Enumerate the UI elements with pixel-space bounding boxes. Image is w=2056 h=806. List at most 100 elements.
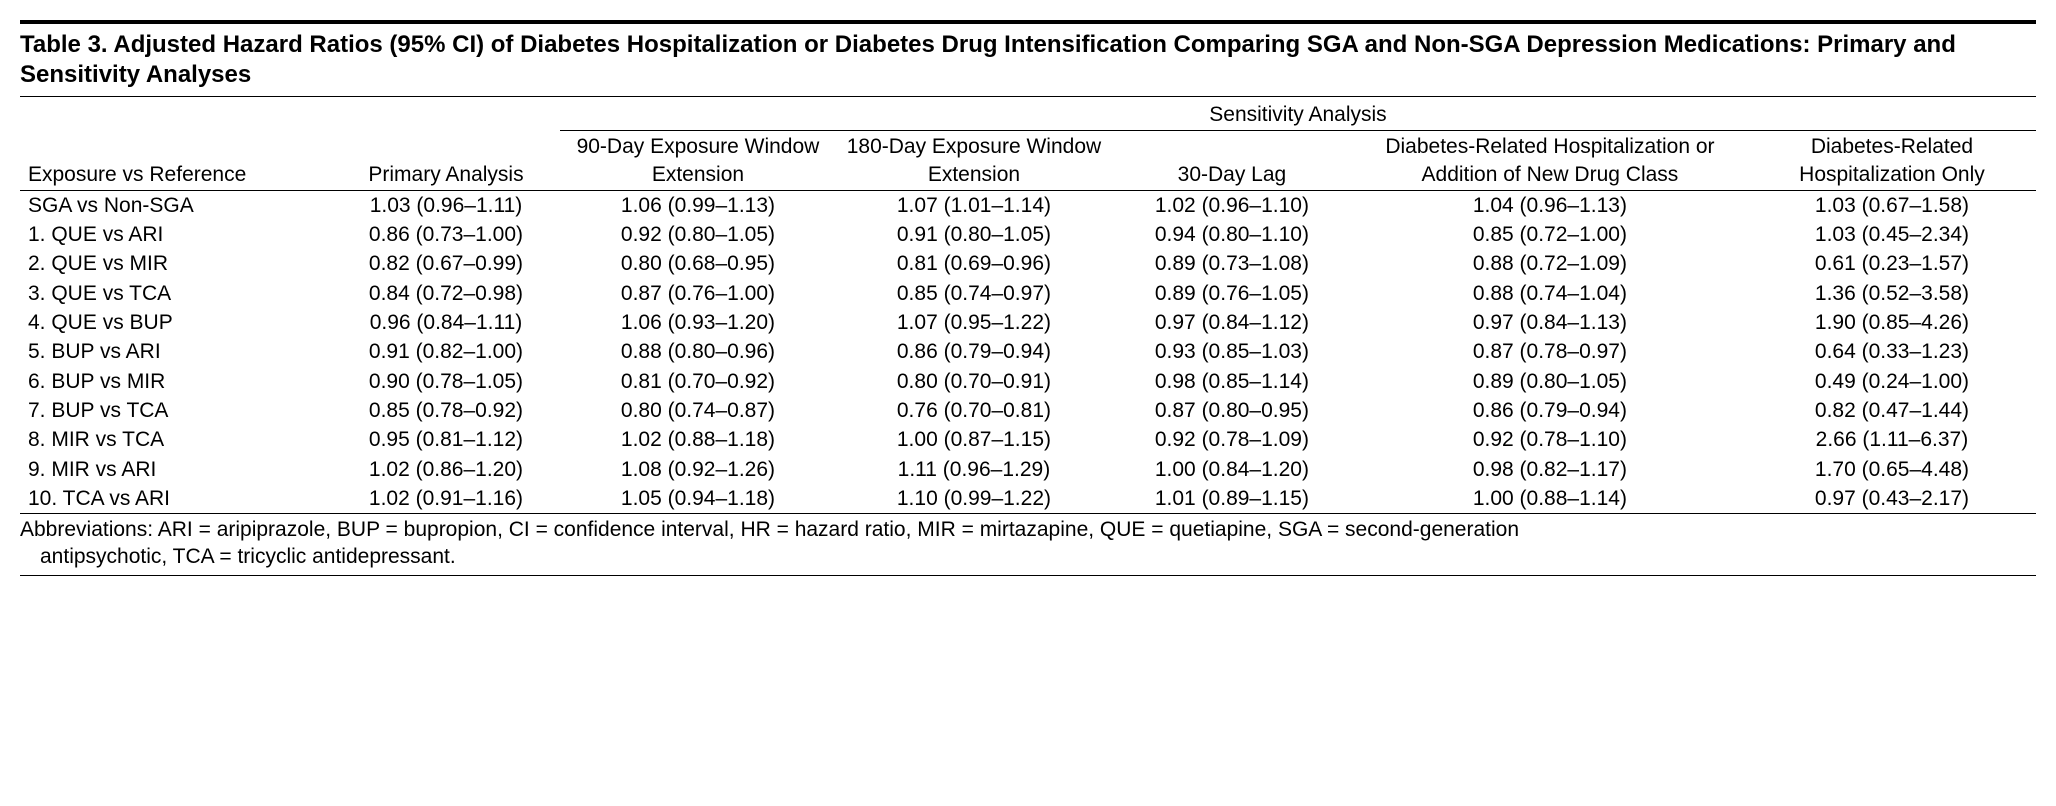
cell-hosp-only: 0.82 (0.47–1.44) bbox=[1748, 396, 2036, 425]
cell-primary: 0.96 (0.84–1.11) bbox=[332, 308, 560, 337]
cell-180day: 1.07 (1.01–1.14) bbox=[836, 190, 1112, 220]
cell-hosp-only: 1.03 (0.45–2.34) bbox=[1748, 220, 2036, 249]
cell-180day: 1.07 (0.95–1.22) bbox=[836, 308, 1112, 337]
abbreviations-footnote: Abbreviations: ARI = aripiprazole, BUP =… bbox=[20, 514, 2036, 576]
cell-180day: 1.10 (0.99–1.22) bbox=[836, 484, 1112, 514]
cell-hosp-only: 0.61 (0.23–1.57) bbox=[1748, 249, 2036, 278]
cell-90day: 0.80 (0.74–0.87) bbox=[560, 396, 836, 425]
cell-90day: 1.02 (0.88–1.18) bbox=[560, 425, 836, 454]
cell-primary: 0.90 (0.78–1.05) bbox=[332, 367, 560, 396]
cell-90day: 1.06 (0.93–1.20) bbox=[560, 308, 836, 337]
cell-30lag: 0.93 (0.85–1.03) bbox=[1112, 337, 1352, 366]
cell-180day: 1.11 (0.96–1.29) bbox=[836, 455, 1112, 484]
row-label: 1. QUE vs ARI bbox=[20, 220, 332, 249]
col-30lag: 30-Day Lag bbox=[1112, 131, 1352, 191]
row-label: SGA vs Non-SGA bbox=[20, 190, 332, 220]
spanner-row: Sensitivity Analysis bbox=[20, 97, 2036, 131]
cell-90day: 0.81 (0.70–0.92) bbox=[560, 367, 836, 396]
table-row: 3. QUE vs TCA0.84 (0.72–0.98)0.87 (0.76–… bbox=[20, 279, 2036, 308]
cell-30lag: 0.89 (0.76–1.05) bbox=[1112, 279, 1352, 308]
cell-hosp-add: 0.88 (0.72–1.09) bbox=[1352, 249, 1748, 278]
cell-hosp-only: 1.03 (0.67–1.58) bbox=[1748, 190, 2036, 220]
sensitivity-spanner: Sensitivity Analysis bbox=[560, 97, 2036, 131]
hazard-ratio-table: Sensitivity Analysis Exposure vs Referen… bbox=[20, 97, 2036, 514]
row-label: 2. QUE vs MIR bbox=[20, 249, 332, 278]
cell-90day: 1.08 (0.92–1.26) bbox=[560, 455, 836, 484]
col-hosp-add: Diabetes-Related Hospitalization or Addi… bbox=[1352, 131, 1748, 191]
cell-hosp-add: 0.97 (0.84–1.13) bbox=[1352, 308, 1748, 337]
footnote-line1: Abbreviations: ARI = aripiprazole, BUP =… bbox=[20, 518, 1519, 541]
cell-primary: 0.86 (0.73–1.00) bbox=[332, 220, 560, 249]
cell-180day: 0.85 (0.74–0.97) bbox=[836, 279, 1112, 308]
cell-primary: 0.85 (0.78–0.92) bbox=[332, 396, 560, 425]
cell-primary: 1.02 (0.86–1.20) bbox=[332, 455, 560, 484]
cell-hosp-add: 1.04 (0.96–1.13) bbox=[1352, 190, 1748, 220]
col-hosp-only: Diabetes-Related Hospitalization Only bbox=[1748, 131, 2036, 191]
cell-30lag: 0.98 (0.85–1.14) bbox=[1112, 367, 1352, 396]
cell-primary: 0.82 (0.67–0.99) bbox=[332, 249, 560, 278]
cell-primary: 1.02 (0.91–1.16) bbox=[332, 484, 560, 514]
cell-primary: 0.84 (0.72–0.98) bbox=[332, 279, 560, 308]
table-row: 6. BUP vs MIR0.90 (0.78–1.05)0.81 (0.70–… bbox=[20, 367, 2036, 396]
cell-30lag: 1.01 (0.89–1.15) bbox=[1112, 484, 1352, 514]
cell-hosp-only: 1.70 (0.65–4.48) bbox=[1748, 455, 2036, 484]
cell-180day: 0.80 (0.70–0.91) bbox=[836, 367, 1112, 396]
cell-primary: 1.03 (0.96–1.11) bbox=[332, 190, 560, 220]
cell-90day: 1.05 (0.94–1.18) bbox=[560, 484, 836, 514]
cell-hosp-only: 1.36 (0.52–3.58) bbox=[1748, 279, 2036, 308]
row-label: 8. MIR vs TCA bbox=[20, 425, 332, 454]
cell-30lag: 1.00 (0.84–1.20) bbox=[1112, 455, 1352, 484]
row-label: 7. BUP vs TCA bbox=[20, 396, 332, 425]
table-row: SGA vs Non-SGA1.03 (0.96–1.11)1.06 (0.99… bbox=[20, 190, 2036, 220]
table-title: Table 3. Adjusted Hazard Ratios (95% CI)… bbox=[20, 24, 2036, 97]
cell-hosp-add: 0.89 (0.80–1.05) bbox=[1352, 367, 1748, 396]
cell-180day: 0.86 (0.79–0.94) bbox=[836, 337, 1112, 366]
footnote-line2: antipsychotic, TCA = tricyclic antidepre… bbox=[20, 543, 2036, 570]
cell-hosp-only: 0.97 (0.43–2.17) bbox=[1748, 484, 2036, 514]
table-row: 10. TCA vs ARI1.02 (0.91–1.16)1.05 (0.94… bbox=[20, 484, 2036, 514]
table-row: 1. QUE vs ARI0.86 (0.73–1.00)0.92 (0.80–… bbox=[20, 220, 2036, 249]
row-label: 4. QUE vs BUP bbox=[20, 308, 332, 337]
cell-90day: 1.06 (0.99–1.13) bbox=[560, 190, 836, 220]
cell-primary: 0.91 (0.82–1.00) bbox=[332, 337, 560, 366]
cell-30lag: 0.87 (0.80–0.95) bbox=[1112, 396, 1352, 425]
cell-30lag: 0.94 (0.80–1.10) bbox=[1112, 220, 1352, 249]
cell-30lag: 0.97 (0.84–1.12) bbox=[1112, 308, 1352, 337]
row-label: 5. BUP vs ARI bbox=[20, 337, 332, 366]
column-header-row: Exposure vs Reference Primary Analysis 9… bbox=[20, 131, 2036, 191]
cell-hosp-add: 0.92 (0.78–1.10) bbox=[1352, 425, 1748, 454]
spanner-blank-0 bbox=[20, 97, 332, 131]
cell-180day: 0.91 (0.80–1.05) bbox=[836, 220, 1112, 249]
cell-30lag: 0.89 (0.73–1.08) bbox=[1112, 249, 1352, 278]
cell-90day: 0.80 (0.68–0.95) bbox=[560, 249, 836, 278]
cell-30lag: 1.02 (0.96–1.10) bbox=[1112, 190, 1352, 220]
table-row: 7. BUP vs TCA0.85 (0.78–0.92)0.80 (0.74–… bbox=[20, 396, 2036, 425]
col-90day: 90-Day Exposure Window Extension bbox=[560, 131, 836, 191]
table-3: Table 3. Adjusted Hazard Ratios (95% CI)… bbox=[20, 20, 2036, 576]
table-row: 5. BUP vs ARI0.91 (0.82–1.00)0.88 (0.80–… bbox=[20, 337, 2036, 366]
col-primary: Primary Analysis bbox=[332, 131, 560, 191]
table-row: 8. MIR vs TCA0.95 (0.81–1.12)1.02 (0.88–… bbox=[20, 425, 2036, 454]
cell-180day: 0.76 (0.70–0.81) bbox=[836, 396, 1112, 425]
table-row: 2. QUE vs MIR0.82 (0.67–0.99)0.80 (0.68–… bbox=[20, 249, 2036, 278]
cell-hosp-only: 0.64 (0.33–1.23) bbox=[1748, 337, 2036, 366]
cell-180day: 0.81 (0.69–0.96) bbox=[836, 249, 1112, 278]
cell-hosp-only: 1.90 (0.85–4.26) bbox=[1748, 308, 2036, 337]
cell-hosp-only: 0.49 (0.24–1.00) bbox=[1748, 367, 2036, 396]
col-exposure: Exposure vs Reference bbox=[20, 131, 332, 191]
row-label: 3. QUE vs TCA bbox=[20, 279, 332, 308]
table-row: 4. QUE vs BUP0.96 (0.84–1.11)1.06 (0.93–… bbox=[20, 308, 2036, 337]
cell-90day: 0.88 (0.80–0.96) bbox=[560, 337, 836, 366]
cell-hosp-add: 0.88 (0.74–1.04) bbox=[1352, 279, 1748, 308]
table-body: SGA vs Non-SGA1.03 (0.96–1.11)1.06 (0.99… bbox=[20, 190, 2036, 513]
cell-hosp-add: 0.87 (0.78–0.97) bbox=[1352, 337, 1748, 366]
cell-90day: 0.92 (0.80–1.05) bbox=[560, 220, 836, 249]
cell-30lag: 0.92 (0.78–1.09) bbox=[1112, 425, 1352, 454]
spanner-blank-1 bbox=[332, 97, 560, 131]
cell-hosp-add: 0.86 (0.79–0.94) bbox=[1352, 396, 1748, 425]
cell-primary: 0.95 (0.81–1.12) bbox=[332, 425, 560, 454]
cell-hosp-only: 2.66 (1.11–6.37) bbox=[1748, 425, 2036, 454]
cell-hosp-add: 1.00 (0.88–1.14) bbox=[1352, 484, 1748, 514]
cell-180day: 1.00 (0.87–1.15) bbox=[836, 425, 1112, 454]
cell-hosp-add: 0.85 (0.72–1.00) bbox=[1352, 220, 1748, 249]
